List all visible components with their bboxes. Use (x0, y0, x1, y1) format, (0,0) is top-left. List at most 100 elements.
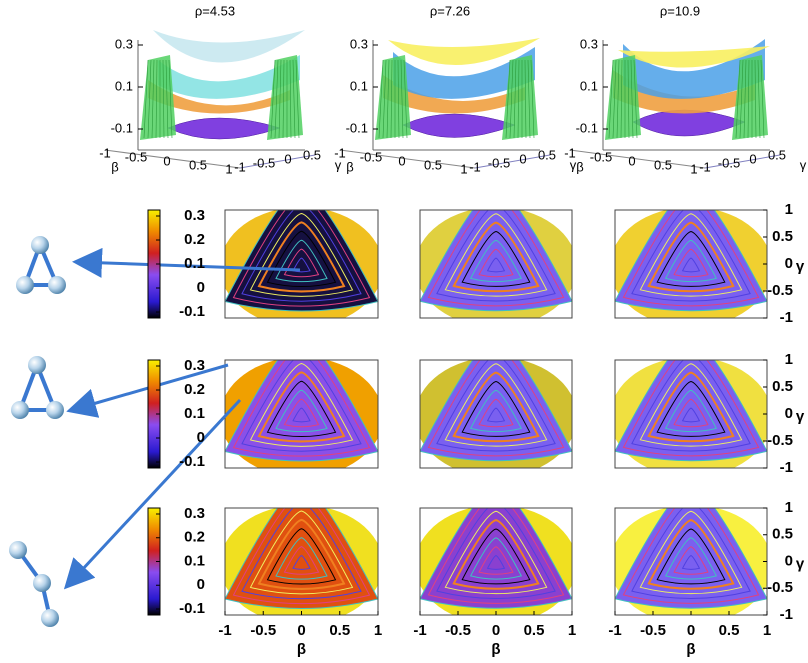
y-axis-label: γ (796, 555, 805, 572)
mesh (517, 59, 520, 139)
base-axis (239, 154, 316, 169)
mesh (754, 59, 757, 139)
x-tick-label: -1 (218, 622, 231, 639)
contour (681, 555, 701, 570)
beta-tick-label: 0.5 (189, 157, 207, 172)
surface-plot (602, 39, 770, 151)
mesh (165, 59, 169, 139)
gamma-tick-label: -1 (469, 159, 481, 174)
contour (427, 508, 565, 604)
mesh (509, 59, 514, 139)
gamma-tick-label: -0.5 (253, 155, 275, 170)
contour (427, 210, 565, 307)
contour (639, 213, 743, 297)
x-axis-label: β (297, 641, 306, 658)
contour (664, 537, 718, 580)
contour (461, 528, 531, 585)
colorbar-tick-label: -0.1 (179, 600, 205, 617)
colorbar-tick-label: 0.3 (184, 505, 205, 522)
contour (249, 212, 354, 297)
contour (615, 360, 767, 462)
contour (452, 221, 540, 293)
surface (167, 117, 281, 140)
surface (383, 75, 525, 114)
contour (639, 363, 743, 447)
y-tick-label: -1 (780, 606, 793, 623)
mesh (162, 59, 165, 139)
contour (275, 389, 328, 433)
contour (266, 230, 337, 287)
map-frame (419, 209, 573, 319)
contour (266, 528, 337, 585)
contour (292, 257, 311, 273)
mesh (143, 59, 149, 139)
contour (656, 381, 726, 437)
beta-tick-label: -0.5 (360, 149, 382, 164)
mesh (757, 59, 761, 139)
gamma-tick-label: 0 (284, 151, 291, 166)
contour (225, 360, 378, 462)
contour (631, 508, 751, 599)
contour (444, 213, 548, 297)
colorbar-tick-label: 0 (197, 576, 205, 593)
contour (647, 519, 735, 590)
contour (241, 508, 362, 600)
contour (631, 210, 751, 302)
mesh (151, 59, 155, 139)
map-panel (420, 360, 572, 468)
y-tick-label: -1 (780, 459, 793, 476)
contour (486, 407, 506, 423)
contour (436, 360, 556, 452)
mesh (608, 59, 614, 139)
contour (461, 231, 531, 287)
beta-tick-label: 0 (398, 153, 405, 168)
contour (622, 210, 760, 307)
beta-tick-label: -1 (334, 145, 346, 160)
base-axis (104, 149, 241, 169)
colorbar-tick-label: 0.2 (184, 529, 205, 546)
surface (613, 70, 755, 114)
colorbar-tick-label: -0.1 (179, 453, 205, 470)
colorbar-tick-label: 0.1 (184, 255, 205, 272)
contour (249, 362, 354, 447)
contour (257, 518, 346, 590)
beta-tick-label: -1 (564, 145, 576, 160)
base-axis (474, 154, 551, 169)
mesh (505, 59, 511, 139)
column-title: ρ=10.9 (660, 3, 700, 18)
mesh (386, 59, 390, 139)
contour (673, 398, 709, 428)
y-tick-label: 1 (785, 351, 793, 368)
z-tick-label: 0.1 (115, 78, 133, 93)
z-tick-label: 0.1 (350, 78, 368, 93)
mesh (760, 59, 765, 139)
mesh (630, 59, 634, 139)
colorbar-tick-label: 0.2 (184, 381, 205, 398)
map-panel (225, 360, 378, 468)
beta-tick-label: -1 (99, 145, 111, 160)
surface (632, 109, 746, 137)
z-tick-label: -0.1 (111, 120, 133, 135)
gamma-tick-label: 0.5 (303, 147, 321, 162)
beta-tick-label: -0.5 (590, 149, 612, 164)
beta-tick-label: 0 (628, 153, 635, 168)
z-tick-label: -0.1 (346, 120, 368, 135)
contour (241, 210, 362, 302)
y-tick-label: -0.5 (767, 432, 793, 449)
gamma-label: γ (800, 157, 807, 172)
gamma-tick-label: -1 (699, 159, 711, 174)
mesh (274, 59, 279, 139)
z-tick-label: 0.3 (115, 36, 133, 51)
gamma-tick-label: 0 (519, 151, 526, 166)
map-panel (615, 210, 767, 318)
map-panel (615, 508, 767, 615)
colorbar-tick-label: 0 (197, 279, 205, 296)
x-tick-label: -0.5 (250, 622, 276, 639)
y-tick-label: 1 (785, 499, 793, 516)
contour (266, 380, 337, 437)
surface (623, 39, 765, 99)
colorbar-tick-label: 0.3 (184, 207, 205, 224)
contour (452, 519, 540, 590)
contour (478, 248, 514, 278)
